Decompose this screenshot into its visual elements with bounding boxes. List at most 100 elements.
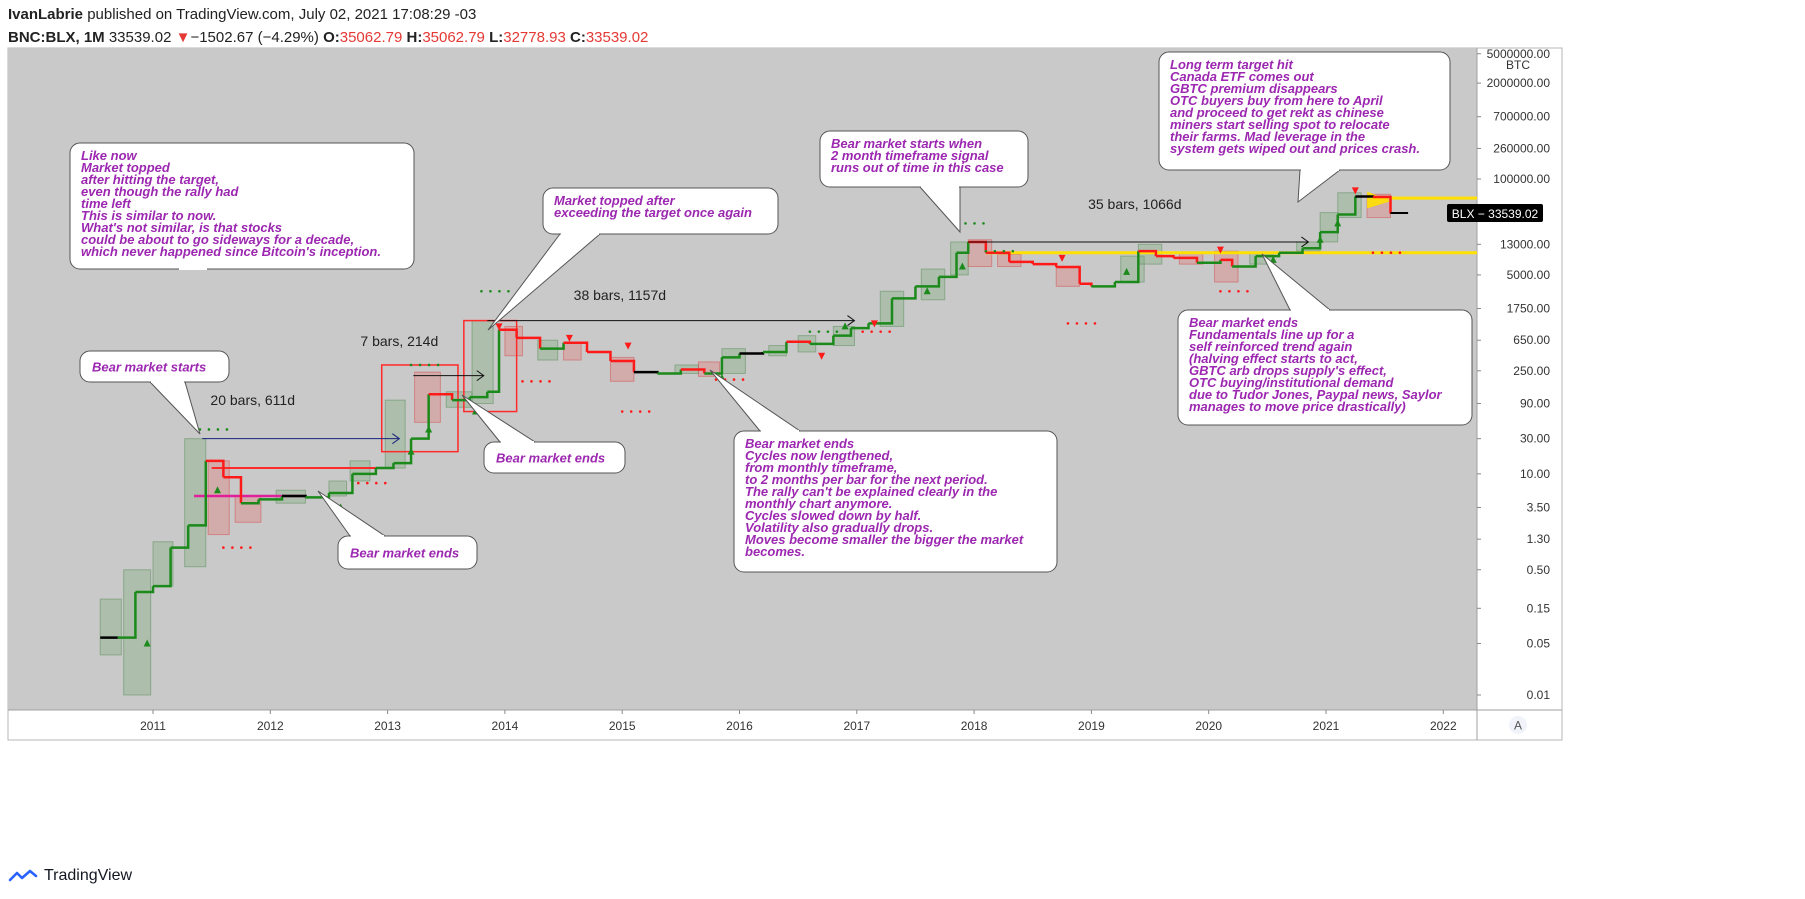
signal-dot — [365, 481, 369, 485]
symbol-label[interactable]: BNC:BLX, 1M — [8, 29, 105, 46]
measurement-label: 7 bars, 214d — [360, 333, 438, 349]
x-tick-label: 2018 — [961, 719, 988, 733]
callout[interactable]: Bear market ends Fundamentals line up for… — [1177, 253, 1473, 426]
price-step — [117, 591, 137, 639]
price-step — [328, 473, 354, 495]
last-price-badge-label: BLX − 33539.02 — [1452, 207, 1539, 221]
signal-dot — [1398, 251, 1402, 255]
y-tick-label: 1.30 — [1527, 532, 1551, 546]
high-value: 35062.79 — [422, 29, 485, 46]
signal-dot — [1228, 289, 1231, 293]
arrow-head-icon — [476, 370, 485, 382]
buy-signal-icon — [407, 447, 415, 455]
callout-box — [483, 441, 626, 474]
x-tick-label: 2016 — [726, 719, 753, 733]
signal-dot — [1371, 251, 1375, 255]
signal-dot — [418, 363, 422, 367]
signal-dot — [240, 546, 243, 549]
up-cycle-box — [384, 399, 406, 469]
price-step — [1091, 282, 1117, 288]
price-step — [240, 499, 260, 505]
publish-info: published on TradingView.com, July 02, 2… — [87, 6, 477, 23]
signal-dot — [383, 481, 387, 485]
signal-dot — [548, 380, 551, 383]
signal-dot — [964, 222, 967, 225]
measurement-tool: 38 bars, 1157d — [487, 287, 856, 326]
signal-dot — [225, 428, 229, 431]
signal-dot — [507, 289, 510, 293]
sell-signal-icon — [870, 320, 878, 328]
callout[interactable]: Bear market ends — [461, 394, 626, 474]
y-tick-label: 100000.00 — [1493, 172, 1550, 186]
price-step — [704, 357, 724, 375]
signal-dot — [629, 410, 633, 413]
up-cycle-box — [950, 241, 969, 276]
signal-dot — [732, 378, 736, 381]
callout[interactable]: Bear market ends Cycles now lengthened, fr… — [709, 369, 1058, 573]
callout[interactable]: Bear market starts when 2 month timeframe… — [819, 130, 1029, 234]
callout[interactable]: Like now Market topped after hitting the t… — [69, 142, 415, 270]
sell-signal-icon — [818, 352, 826, 360]
x-tick-label: 2020 — [1195, 719, 1222, 733]
sell-signal-icon — [565, 334, 573, 342]
signal-dot — [1246, 289, 1249, 293]
price-step — [170, 525, 190, 549]
signal-dot — [374, 481, 378, 485]
x-tick-label: 2011 — [140, 719, 166, 733]
callout-text: Bear market ends Fundamentals line up for… — [1189, 315, 1443, 414]
price-step — [721, 353, 741, 359]
y-tick-label: 30.00 — [1520, 432, 1550, 446]
high-label: H: — [406, 29, 423, 46]
price-step — [680, 368, 706, 374]
tradingview-footer[interactable]: TradingView — [8, 867, 132, 885]
signal-dot — [216, 428, 220, 431]
price-change: −1502.67 (−4.29%) — [190, 29, 319, 46]
price-step — [809, 335, 835, 346]
price-step — [469, 391, 489, 399]
auto-scale-button[interactable]: A — [1509, 716, 1527, 734]
down-cycle-box — [504, 325, 523, 357]
signal-dot — [489, 289, 492, 293]
publish-line: IvanLabrie published on TradingView.com,… — [8, 6, 476, 23]
callout[interactable]: Long term target hit Canada ETF comes out… — [1158, 51, 1451, 204]
y-tick-label: 650.00 — [1513, 333, 1550, 347]
signal-dot — [530, 380, 533, 383]
signal-dot — [982, 222, 985, 225]
price-step — [938, 252, 958, 279]
sell-signal-icon — [624, 342, 632, 350]
down-cycle-box — [1055, 266, 1081, 287]
price-step — [1173, 256, 1199, 263]
price-step — [393, 438, 413, 465]
y-tick-label: 10.00 — [1520, 467, 1550, 481]
signal-dot — [539, 380, 542, 383]
callout-box — [337, 535, 478, 570]
signal-dot — [993, 249, 997, 253]
auto-scale-bg — [1509, 716, 1527, 734]
price-step — [956, 241, 970, 254]
callout[interactable]: Bear market ends — [317, 490, 478, 570]
signal-dot — [870, 330, 873, 333]
buy-signal-icon — [958, 262, 966, 270]
callout[interactable]: Bear market starts — [79, 350, 230, 435]
y-tick-label: 5000.00 — [1507, 268, 1551, 282]
signal-dot — [207, 428, 211, 431]
last-price-badge[interactable]: BLX − 33539.02 — [1390, 204, 1543, 222]
buy-signal-icon — [214, 486, 222, 494]
up-cycle-box — [349, 460, 371, 482]
signal-dot — [1380, 251, 1384, 255]
annotations: Like now Market topped after hitting the t… — [69, 51, 1473, 573]
author-name[interactable]: IvanLabrie — [8, 6, 84, 23]
y-tick-label: 5000000.00 — [1487, 47, 1551, 61]
x-tick-label: 2017 — [843, 719, 870, 733]
callout[interactable]: Market topped after exceeding the target … — [487, 187, 779, 331]
price-step — [850, 323, 870, 330]
price-step — [305, 492, 331, 499]
buy-signal-icon — [1316, 235, 1324, 243]
price-step — [915, 276, 941, 288]
price-step — [657, 369, 683, 375]
price-step — [762, 341, 788, 354]
signal-dot — [436, 363, 440, 367]
signal-dot — [647, 410, 651, 413]
sell-signal-icon — [1216, 246, 1224, 254]
